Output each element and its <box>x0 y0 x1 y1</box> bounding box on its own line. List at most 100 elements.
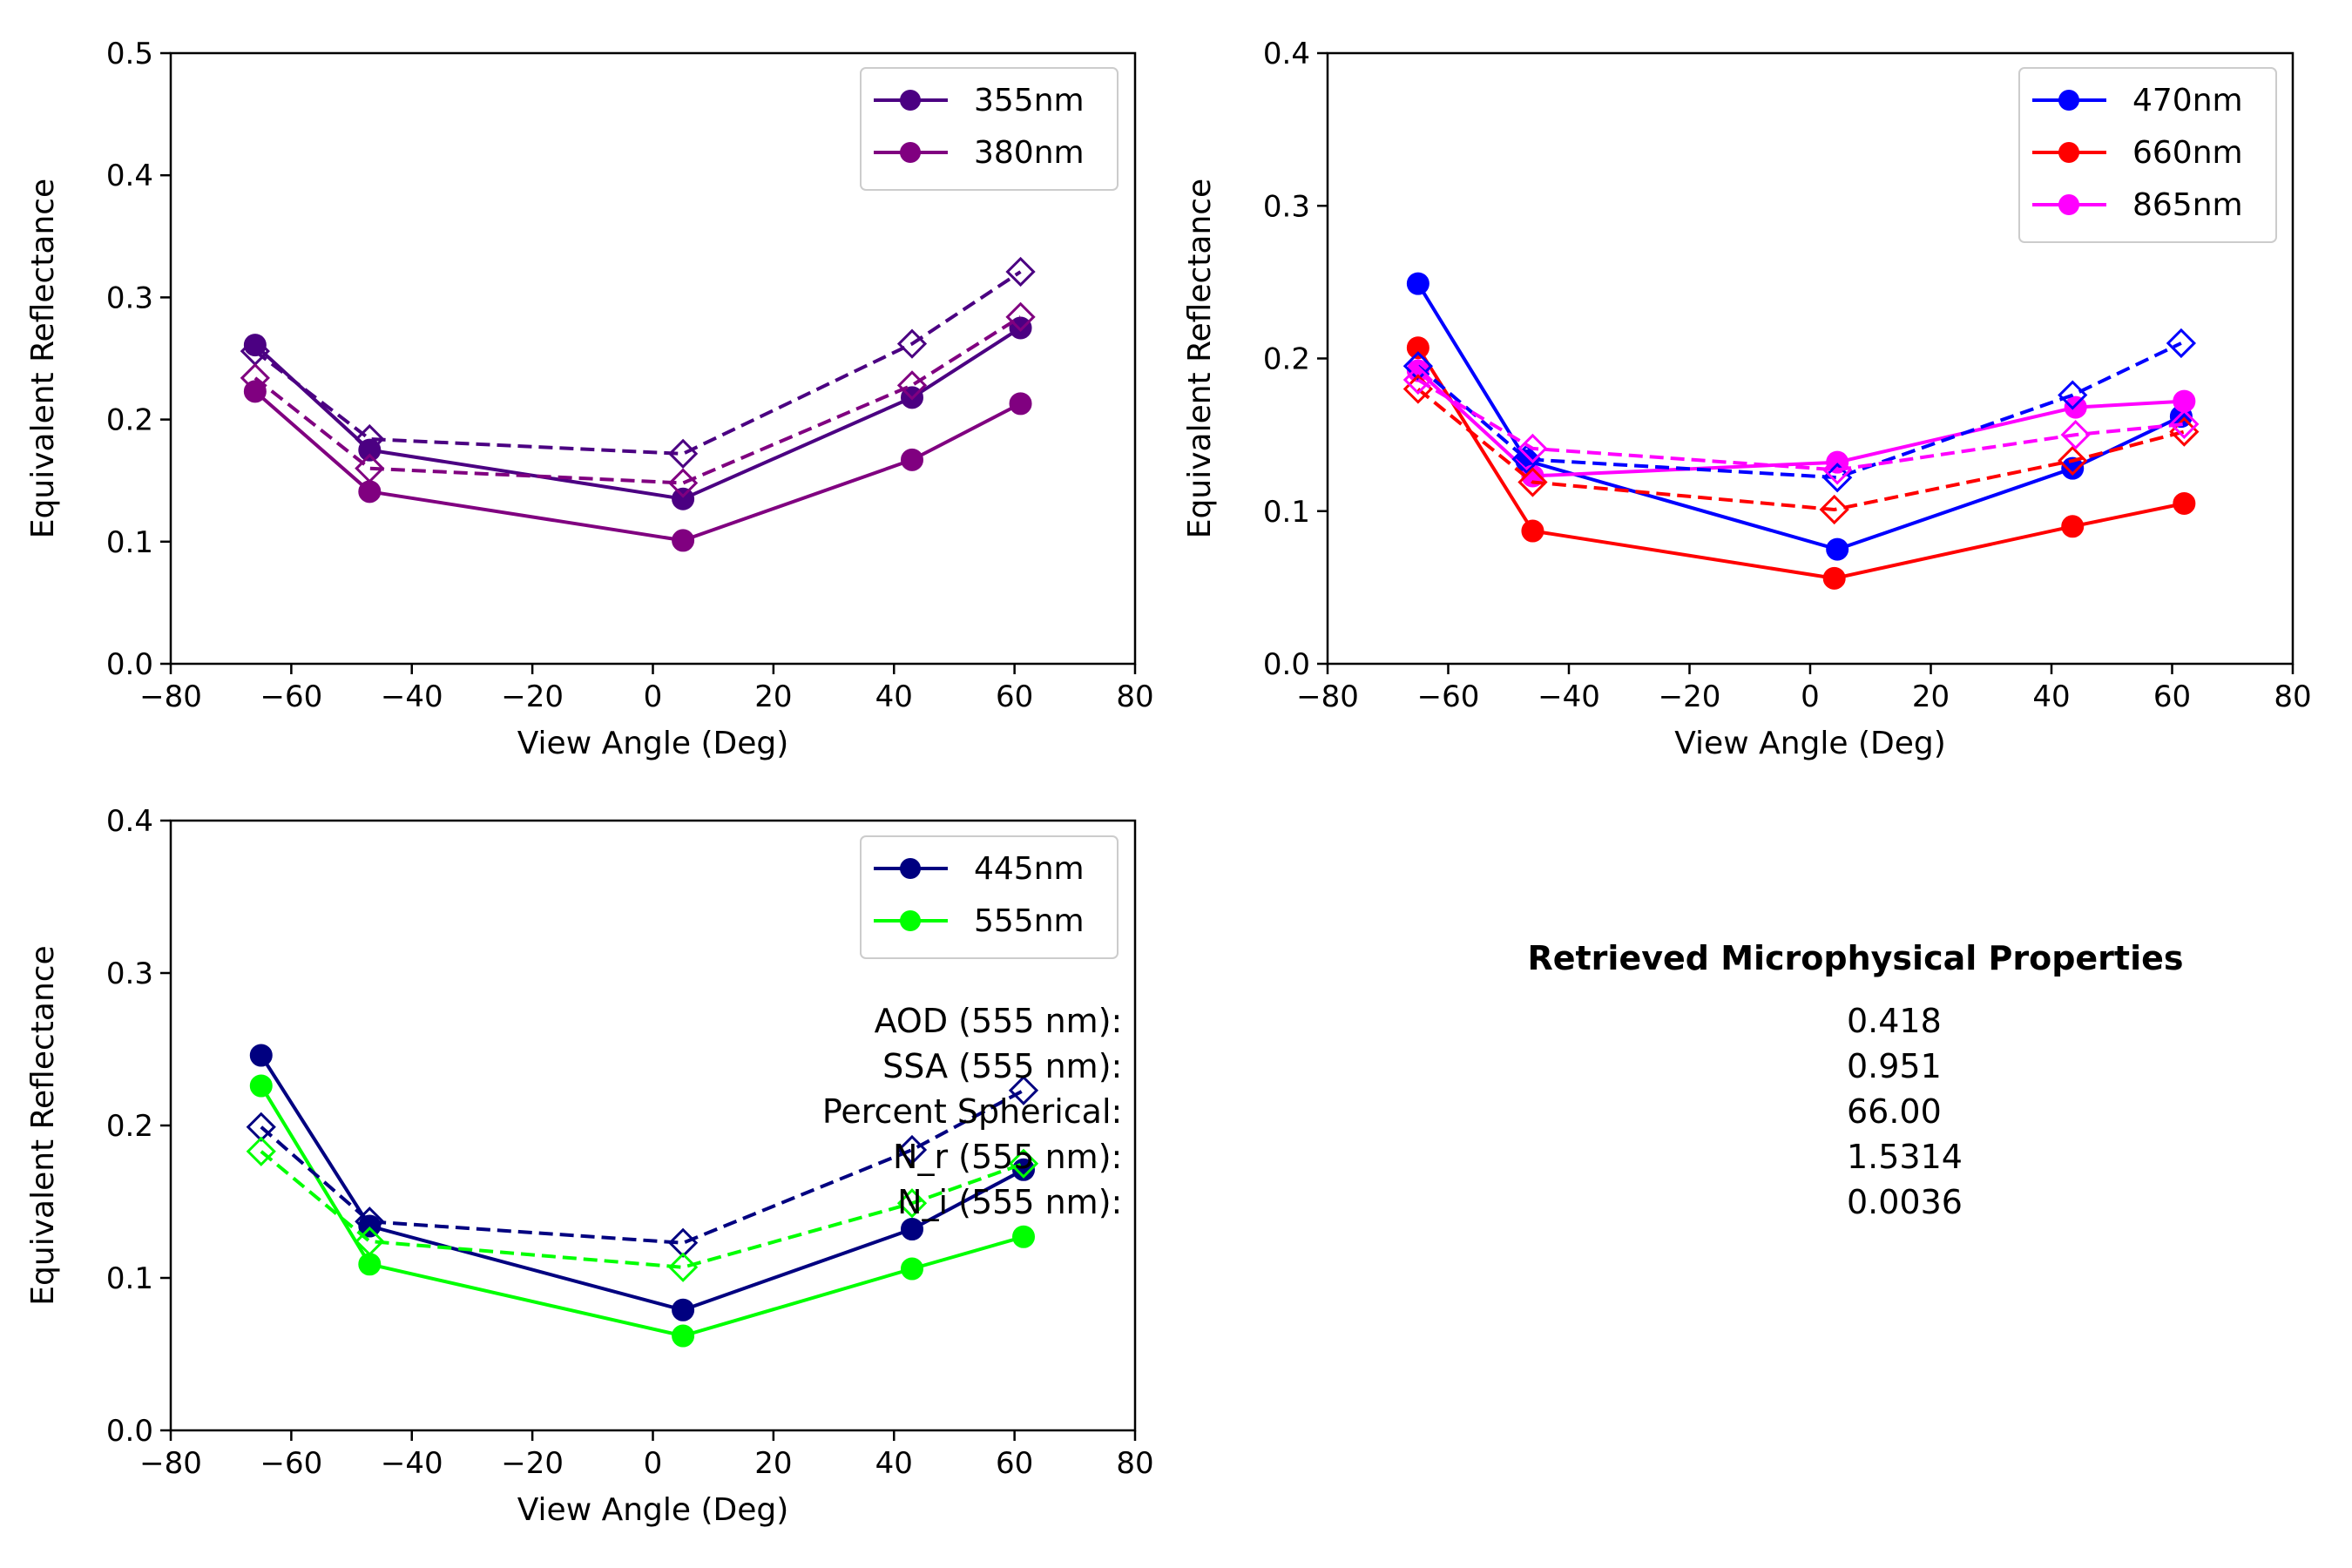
property-row-ssa: SSA (555 nm): 0.951 <box>882 1047 1942 1092</box>
data-point <box>672 487 695 510</box>
data-point <box>243 334 267 357</box>
y-tick-label: 0.3 <box>1263 189 1310 224</box>
data-point-diamond <box>667 468 699 498</box>
x-tick-label: −80 <box>139 679 202 714</box>
x-tick-label: −40 <box>381 1446 443 1481</box>
x-tick-label: 20 <box>754 1446 792 1481</box>
x-tick-label: 40 <box>2032 679 2070 714</box>
series-line <box>253 315 1022 485</box>
data-point <box>358 480 382 504</box>
data-point-diamond <box>1517 433 1548 464</box>
x-tick-label: −80 <box>1296 679 1359 714</box>
property-value: 0.0036 <box>1847 1183 1963 1221</box>
data-point <box>2173 491 2196 515</box>
data-point <box>672 529 695 552</box>
y-tick-label: 0.2 <box>1263 342 1310 377</box>
series-line <box>253 270 1022 456</box>
data-point-diamond <box>2169 409 2200 439</box>
series-line <box>1416 282 2182 551</box>
x-axis-label: View Angle (Deg) <box>517 1492 789 1528</box>
data-point <box>358 1253 382 1276</box>
data-point <box>1822 566 1846 590</box>
legend-label: 445nm <box>974 851 1085 887</box>
plot-area <box>1402 272 2200 590</box>
x-tick-label: 20 <box>1912 679 1950 714</box>
legend-box <box>2018 67 2277 243</box>
data-point <box>249 1044 273 1067</box>
x-tick-label: 60 <box>996 1446 1033 1481</box>
series-line <box>1416 341 2182 480</box>
x-tick-label: −80 <box>139 1446 202 1481</box>
legend-marker <box>900 90 921 111</box>
property-value: 0.418 <box>1847 1002 1942 1040</box>
data-point <box>2173 389 2196 413</box>
x-tick-label: 60 <box>2153 679 2191 714</box>
data-point <box>2064 395 2087 419</box>
property-value: 66.00 <box>1847 1092 1942 1131</box>
legend-marker <box>2058 142 2079 163</box>
data-point-diamond <box>896 328 928 359</box>
data-point <box>1521 519 1544 543</box>
data-point-diamond <box>240 362 270 394</box>
data-point-diamond <box>1402 351 1434 382</box>
property-row-ni: N_i (555 nm): 0.0036 <box>897 1183 1963 1228</box>
data-point-diamond <box>1005 301 1036 332</box>
data-point-diamond <box>896 1134 928 1166</box>
legend-label: 555nm <box>974 903 1085 939</box>
data-point-diamond <box>2060 420 2091 450</box>
x-tick-label: 0 <box>1801 679 1820 714</box>
data-point <box>1406 336 1429 360</box>
x-axis-label: View Angle (Deg) <box>517 726 789 761</box>
x-tick-label: 80 <box>1116 1446 1153 1481</box>
legend: 470nm 660nm 865nm <box>2018 67 2277 243</box>
x-axis-label: View Angle (Deg) <box>1674 726 1946 761</box>
data-point-diamond <box>355 423 385 455</box>
y-axis-label: Equivalent Reflectance <box>25 179 61 538</box>
x-tick-label: −60 <box>260 1446 322 1481</box>
y-tick-label: 0.4 <box>1263 37 1310 71</box>
legend-label: 355nm <box>974 83 1085 118</box>
x-tick-label: 60 <box>996 679 1033 714</box>
y-tick-label: 0.2 <box>106 403 153 438</box>
series-line <box>260 1150 1024 1269</box>
x-tick-label: 20 <box>754 679 792 714</box>
series-line <box>1416 388 2185 511</box>
x-tick-label: −20 <box>1659 679 1721 714</box>
property-label: AOD (555 nm): <box>874 1002 1123 1040</box>
property-value: 0.951 <box>1847 1047 1942 1085</box>
retrieved-properties-panel: Retrieved Microphysical Properties AOD (… <box>822 932 2265 1263</box>
data-point-diamond <box>355 1206 385 1237</box>
data-point-diamond <box>1008 1148 1039 1179</box>
series-line <box>253 326 1022 501</box>
y-axis-label: Equivalent Reflectance <box>25 945 61 1305</box>
properties-title: Retrieved Microphysical Properties <box>1527 939 2184 977</box>
property-row-aod: AOD (555 nm): 0.418 <box>875 1002 1942 1047</box>
data-point <box>358 438 382 462</box>
data-point-diamond <box>355 1226 385 1257</box>
chart-panel-1: −80 −60 −40 −20 0 20 40 60 80 0.0 0.1 0.2 0.3 0.4 0.5 V… <box>25 37 1154 761</box>
y-tick-label: 0.2 <box>106 1109 153 1144</box>
data-point-diamond <box>1402 364 1434 395</box>
x-tick-label: 80 <box>1116 679 1153 714</box>
data-point <box>901 1218 924 1240</box>
property-row-nr: N_r (555 nm): 1.5314 <box>893 1138 1963 1183</box>
x-tick-label: −20 <box>501 679 564 714</box>
data-point <box>901 448 924 471</box>
legend-marker <box>900 910 921 931</box>
series-line <box>260 1089 1024 1245</box>
legend-marker <box>2058 194 2079 215</box>
data-point-diamond <box>246 1136 276 1166</box>
x-tick-label: −40 <box>1538 679 1600 714</box>
y-tick-label: 0.0 <box>106 1414 153 1449</box>
data-point <box>249 1074 273 1098</box>
legend-marker <box>900 858 921 879</box>
x-tick-label: 40 <box>875 679 913 714</box>
y-tick-label: 0.0 <box>106 647 153 682</box>
data-point-diamond <box>667 438 699 469</box>
data-point-diamond <box>667 1252 699 1282</box>
data-point <box>672 1298 695 1321</box>
legend: 445nm 555nm <box>860 835 1119 959</box>
y-axis-label: Equivalent Reflectance <box>1182 179 1218 538</box>
data-point-diamond <box>1511 444 1542 475</box>
